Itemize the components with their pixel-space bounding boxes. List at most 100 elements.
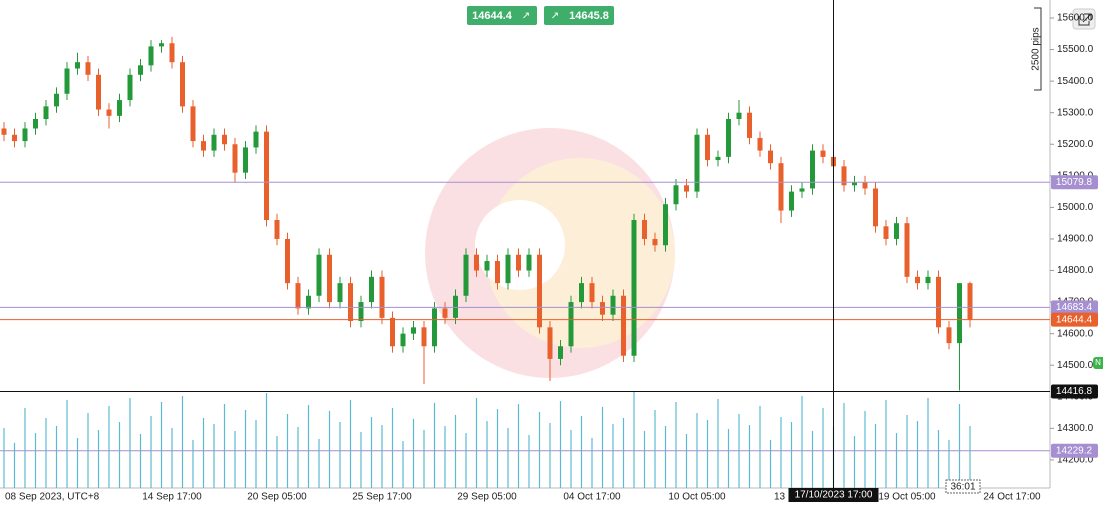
price-line-tag: 14683.4 bbox=[1051, 300, 1098, 315]
y-tick-label: 14200.0 bbox=[1057, 455, 1094, 466]
x-tick-label: 19 Oct 05:00 bbox=[878, 492, 936, 503]
candle-body bbox=[12, 134, 17, 142]
candle-body bbox=[43, 106, 49, 120]
candle-body bbox=[768, 150, 773, 164]
candle-body bbox=[526, 254, 532, 271]
y-tick-label: 15500.0 bbox=[1057, 44, 1094, 55]
candle-body bbox=[106, 109, 112, 116]
candle-body bbox=[715, 156, 721, 161]
candle-body bbox=[904, 223, 910, 277]
x-tick-label: 04 Oct 17:00 bbox=[563, 492, 621, 503]
candle-body bbox=[852, 182, 857, 186]
y-tick-label: 15400.0 bbox=[1057, 76, 1094, 87]
candle-body bbox=[505, 254, 511, 284]
candle-body bbox=[925, 276, 931, 284]
candle-body bbox=[54, 93, 59, 107]
crosshair-h-tag: 14416.8 bbox=[1051, 384, 1098, 399]
candle-body bbox=[127, 74, 133, 101]
price-line-tag: 14229.2 bbox=[1051, 443, 1098, 458]
candle-body bbox=[547, 327, 553, 359]
y-tick-label: 15000.0 bbox=[1057, 202, 1094, 213]
candle-body bbox=[264, 131, 269, 221]
candle-body bbox=[327, 254, 332, 303]
buy-button[interactable] bbox=[544, 6, 614, 25]
candle-body bbox=[957, 283, 962, 344]
crosshair-h-tag-bg bbox=[1051, 384, 1098, 399]
candle-body bbox=[579, 283, 584, 303]
candle-body bbox=[211, 134, 217, 151]
candle-body bbox=[589, 283, 595, 303]
y-tick-label: 14600.0 bbox=[1057, 328, 1094, 339]
candle-body bbox=[778, 163, 784, 211]
price-line-tag: 15079.8 bbox=[1051, 175, 1098, 190]
candle-body bbox=[33, 119, 38, 129]
candle-body bbox=[684, 185, 689, 192]
x-tick-label: 08 Sep 2023, UTC+8 bbox=[5, 492, 100, 503]
candle-body bbox=[789, 191, 794, 211]
candle-body bbox=[610, 295, 616, 315]
candle-body bbox=[379, 276, 385, 318]
candle-body bbox=[180, 62, 185, 107]
candle-body bbox=[736, 112, 742, 120]
candle-body bbox=[946, 327, 952, 344]
candle-body bbox=[243, 147, 248, 173]
candle-body bbox=[138, 65, 143, 75]
candle-body bbox=[862, 182, 868, 189]
candle-body bbox=[757, 137, 763, 151]
candle-body bbox=[285, 238, 290, 284]
candle-body bbox=[463, 254, 469, 296]
buy-price: 14645.8 bbox=[569, 10, 609, 22]
candle-body bbox=[400, 333, 406, 347]
candle-body bbox=[432, 308, 437, 347]
candle-body bbox=[306, 295, 311, 309]
candle-body bbox=[936, 276, 941, 328]
candle-body bbox=[873, 188, 878, 227]
candle-body bbox=[747, 112, 752, 138]
candle-body bbox=[96, 74, 101, 110]
crosshair-x-label: 17/10/2023 17:00 bbox=[795, 490, 873, 501]
candle-body bbox=[621, 295, 626, 356]
candle-body bbox=[253, 131, 259, 148]
sell-price: 14644.4 bbox=[472, 10, 513, 22]
arrow-icon: ↗ bbox=[551, 11, 559, 22]
countdown-bg bbox=[945, 479, 981, 494]
candle-body bbox=[232, 144, 238, 173]
x-tick-label: 25 Sep 17:00 bbox=[352, 492, 412, 503]
candle-body bbox=[673, 185, 679, 205]
price-line-tag-bg bbox=[1051, 300, 1098, 315]
popout-button[interactable] bbox=[1072, 8, 1096, 30]
price-line-label: 15079.8 bbox=[1056, 177, 1093, 188]
candle-body bbox=[295, 283, 301, 309]
candle-body bbox=[537, 254, 542, 328]
candle-body bbox=[274, 220, 280, 239]
y-tick-label: 14500.0 bbox=[1057, 360, 1094, 371]
scale-note: 2500 pips bbox=[1031, 27, 1042, 70]
plot-area bbox=[0, 0, 1050, 488]
sell-button[interactable] bbox=[467, 6, 537, 25]
candle-body bbox=[484, 261, 490, 271]
candle-body bbox=[642, 220, 647, 239]
y-tick-label: 15600.0 bbox=[1057, 13, 1094, 24]
price-line-tag-bg bbox=[1051, 312, 1098, 327]
crosshair-x-bg bbox=[788, 488, 879, 502]
candle-body bbox=[694, 134, 700, 192]
candle-body bbox=[358, 302, 364, 322]
candle-body bbox=[516, 254, 521, 271]
candle-body bbox=[820, 150, 826, 157]
candle-body bbox=[169, 43, 175, 63]
candle-body bbox=[75, 62, 80, 69]
candle-body bbox=[1, 128, 7, 135]
candle-body bbox=[117, 100, 122, 116]
candle-body bbox=[22, 128, 28, 142]
candle-body bbox=[190, 106, 196, 142]
candle-body bbox=[705, 134, 710, 161]
candle-body bbox=[411, 327, 416, 334]
candle-body bbox=[915, 276, 920, 284]
y-tick-label: 14800.0 bbox=[1057, 265, 1094, 276]
countdown: 36:01 bbox=[950, 482, 975, 493]
x-tick-label: 10 Oct 05:00 bbox=[668, 492, 726, 503]
candle-body bbox=[442, 308, 448, 318]
price-line-label: 14229.2 bbox=[1056, 445, 1093, 456]
x-tick-label: 14 Sep 17:00 bbox=[142, 492, 202, 503]
